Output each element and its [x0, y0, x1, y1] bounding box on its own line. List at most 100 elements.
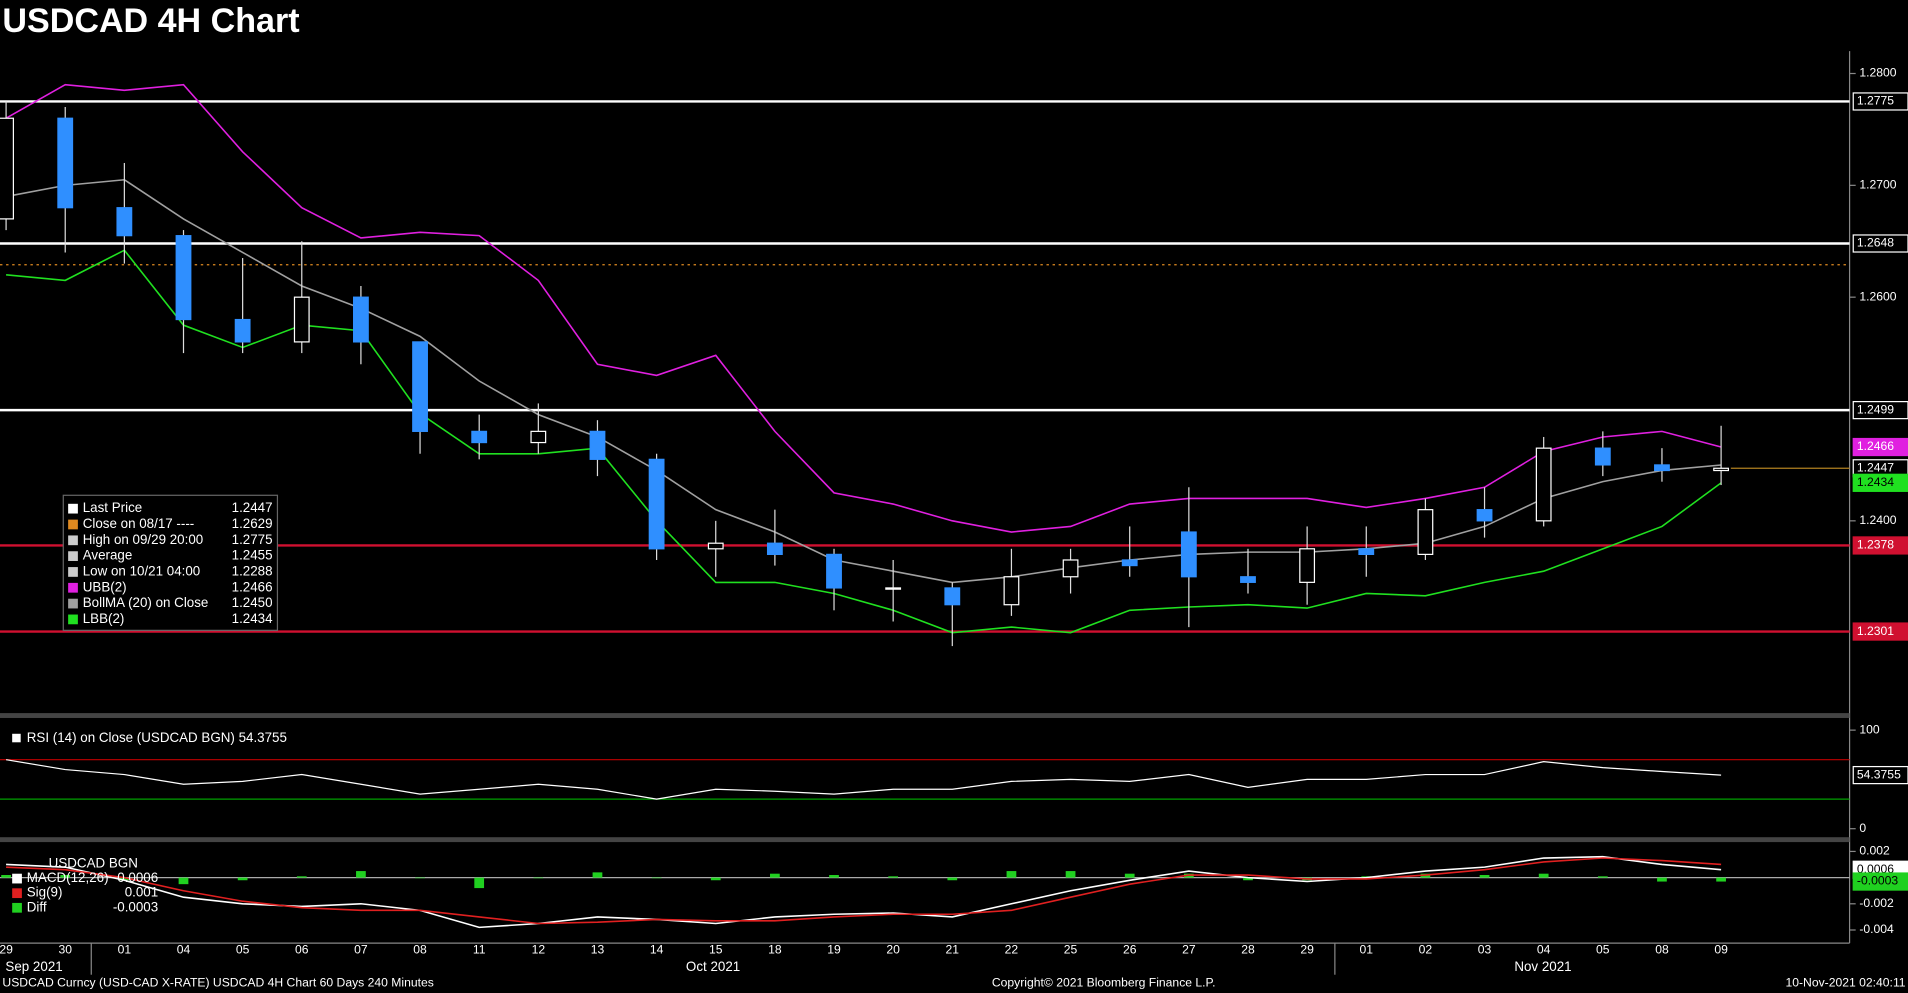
candle-body: [944, 587, 961, 606]
x-tick-label: 07: [354, 943, 368, 957]
legend-label: Last Price: [83, 500, 142, 515]
band-line: [5, 178, 1722, 584]
panel-title: USDCAD BGN: [49, 856, 138, 871]
price-marker: 1.2466: [1857, 439, 1894, 453]
legend-value: 0.001: [125, 885, 158, 900]
x-tick-label: 26: [1123, 943, 1137, 957]
x-tick-label: 18: [768, 943, 782, 957]
x-tick-label: 09: [1714, 943, 1728, 957]
month-label: Oct 2021: [686, 959, 740, 974]
x-tick-label: 05: [236, 943, 250, 957]
diff-bar: [60, 874, 71, 878]
legend-swatch: [68, 614, 78, 625]
x-tick-label: 11: [473, 943, 486, 957]
candle-body: [234, 318, 251, 343]
diff-bar: [356, 871, 366, 878]
panel-divider: [0, 713, 1850, 718]
legend-swatch: [68, 582, 78, 593]
panel-divider: [0, 837, 1850, 843]
x-tick-label: 02: [1419, 943, 1433, 957]
candle-body: [1654, 464, 1670, 472]
footer-right: 10-Nov-2021 02:40:11: [1785, 975, 1905, 989]
diff-bar: [533, 877, 544, 879]
candle-body: [1121, 559, 1138, 567]
diff-bar: [1, 874, 11, 878]
candle-body: [293, 296, 310, 343]
band-line: [6, 249, 1722, 634]
candle-body: [1476, 509, 1493, 522]
level-label: 1.2648: [1857, 236, 1894, 250]
candle-body: [885, 587, 902, 590]
candle-body: [175, 235, 192, 321]
candle-body: [0, 117, 14, 220]
legend-label: UBB(2): [83, 579, 127, 594]
legend-value: 1.2455: [232, 548, 273, 563]
x-tick-label: 22: [1005, 943, 1019, 957]
diff-bar: [415, 877, 425, 879]
candle-body: [116, 207, 133, 237]
level-label-box: [1852, 622, 1908, 641]
x-tick-label: 04: [1537, 943, 1551, 957]
x-tick-label: 03: [1478, 943, 1492, 957]
diff-bar: [1065, 871, 1076, 878]
legend-value: -0.0003: [113, 899, 158, 914]
legend-label: Diff: [27, 899, 47, 914]
price-marker: 1.2434: [1857, 475, 1894, 489]
x-tick-label: 19: [827, 943, 841, 957]
legend-swatch: [68, 567, 78, 577]
price-marker-box: [1852, 437, 1908, 457]
legend-label: Average: [83, 548, 133, 563]
diff-bar: [1538, 873, 1549, 878]
x-tick-label: 08: [1655, 943, 1669, 957]
candle-body: [1240, 576, 1256, 583]
diff-bar: [888, 876, 899, 878]
diff-bar: [1006, 871, 1017, 878]
candle-body: [1003, 576, 1020, 606]
candle-body: [412, 341, 428, 432]
legend-label: MACD(12,26): [27, 870, 109, 885]
rsi-line: [5, 759, 1722, 800]
legend-swatch: [12, 873, 22, 884]
legend-value: 1.2775: [232, 532, 273, 547]
x-tick-label: 15: [709, 943, 723, 957]
legend-value: 1.2288: [232, 563, 273, 578]
legend-swatch: [12, 902, 22, 913]
legend-swatch: [68, 535, 78, 546]
legend-value: 1.2434: [232, 611, 273, 626]
legend-label: High on 09/29 20:00: [83, 532, 203, 547]
legend-swatch: [12, 888, 22, 899]
legend-label: LBB(2): [83, 611, 125, 626]
y-tick-label: -0.004: [1859, 922, 1894, 936]
x-tick-label: 29: [0, 943, 13, 957]
x-tick-label: 08: [413, 943, 427, 957]
x-tick-label: 25: [1064, 943, 1078, 957]
level-label: 1.2378: [1857, 538, 1894, 552]
level-label: 1.2775: [1857, 94, 1894, 108]
level-label-box: [1852, 400, 1908, 420]
x-tick-label: 29: [1300, 943, 1314, 957]
legend-swatch: [68, 519, 78, 530]
x-tick-label: 05: [1596, 943, 1610, 957]
diff-bar: [119, 877, 130, 881]
legend-swatch: [68, 503, 78, 514]
diff-bar: [1479, 874, 1490, 878]
level-label-box: [1852, 536, 1908, 555]
x-tick-label: 01: [118, 943, 132, 957]
x-tick-label: 21: [946, 943, 960, 957]
legend-value: 1.2450: [232, 595, 273, 610]
candle-body: [589, 430, 606, 460]
y-tick-label: -0.002: [1859, 896, 1894, 910]
candle-body: [530, 430, 547, 444]
diff-bar: [710, 877, 721, 881]
legend-swatch: [68, 551, 78, 561]
candle-body: [1299, 548, 1316, 583]
legend-swatch: [12, 733, 21, 743]
price-marker: 1.2447: [1857, 460, 1894, 474]
level-label: 1.2301: [1857, 624, 1894, 638]
price-marker-box: [1852, 473, 1908, 492]
price-marker-box: [1852, 765, 1908, 785]
candle-body: [707, 542, 724, 550]
x-tick-label: 30: [58, 943, 72, 957]
